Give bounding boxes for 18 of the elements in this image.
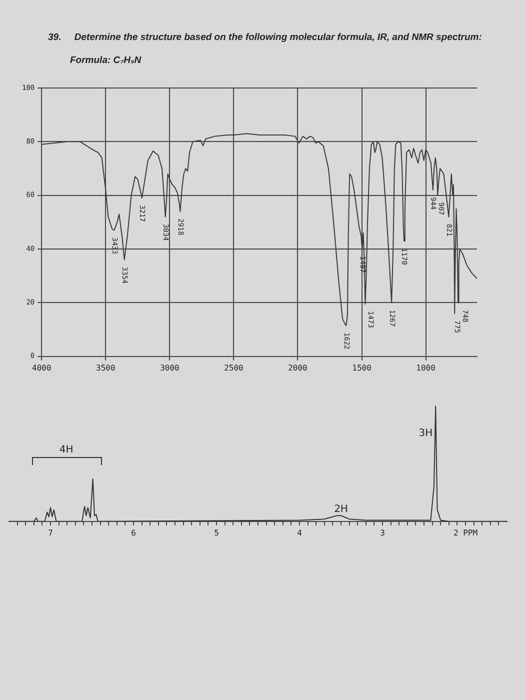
x-tick-label: 3: [380, 528, 386, 538]
x-tick-label: 3000: [160, 363, 180, 372]
x-tick-label: 4000: [32, 363, 52, 372]
x-tick-label: 7: [48, 528, 54, 538]
x-tick-label: 2 PPM: [453, 528, 478, 538]
x-tick-label: 4: [297, 528, 302, 538]
annotation: 2H: [334, 504, 348, 516]
x-tick-label: 3500: [96, 363, 116, 372]
chart-title: 39. Determine the structure based on the following molecular formula, IR, and NMR spectrum:: [48, 32, 482, 43]
x-tick-label: 6: [131, 528, 136, 538]
x-tick-label: 5: [214, 528, 220, 538]
x-tick-label: 1000: [416, 363, 436, 372]
annotation: 4H: [59, 444, 74, 456]
x-tick-label: 2000: [288, 363, 308, 372]
annotation: 3H: [418, 428, 433, 439]
x-tick-label: 2500: [224, 363, 244, 372]
x-tick-label: 1500: [352, 363, 372, 372]
chart-subtitle: Formula: C₇H₉N: [70, 55, 142, 66]
